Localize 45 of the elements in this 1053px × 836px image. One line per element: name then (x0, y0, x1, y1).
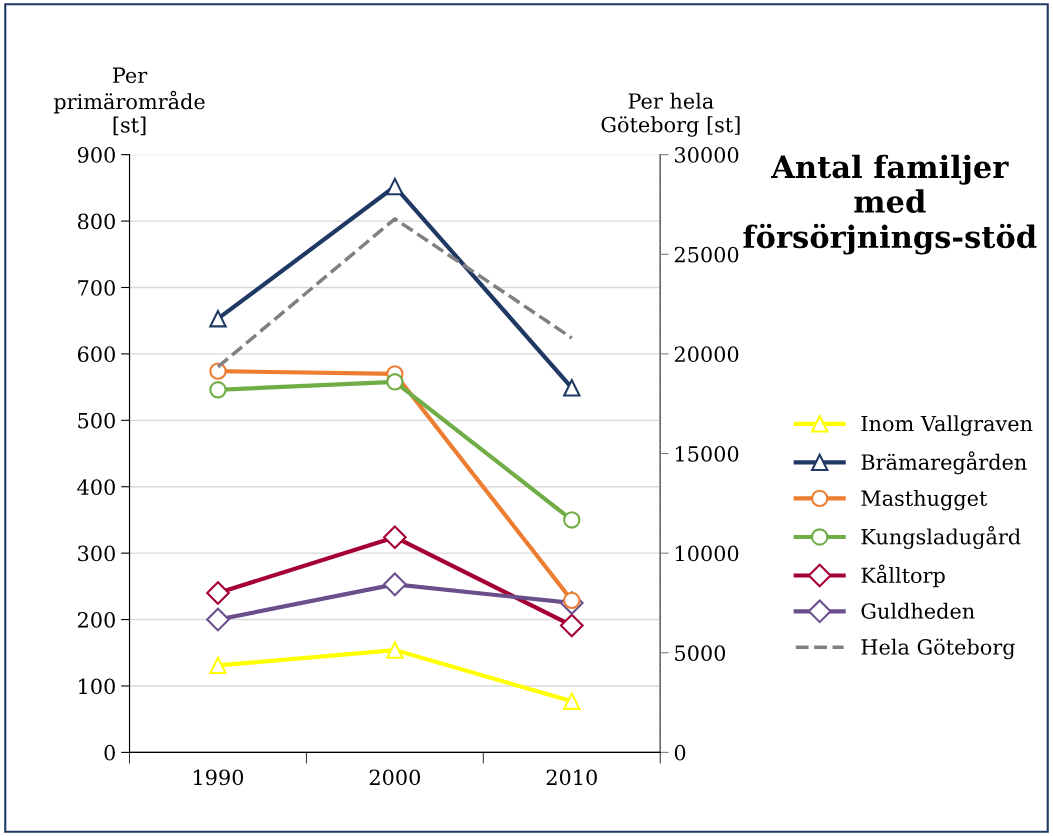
x-tick-label: 2000 (369, 769, 420, 786)
point (209, 310, 227, 328)
point (206, 581, 230, 605)
y-tick-label: 200 (77, 612, 115, 628)
point (383, 572, 407, 597)
point (563, 379, 581, 397)
point (209, 362, 227, 380)
y-tick-label: 400 (77, 479, 115, 495)
y-tick-label: 600 (77, 346, 115, 363)
y2-tick-label: 5000 (675, 645, 726, 661)
y2-tick-label: 10000 (675, 545, 739, 562)
y-axis-title: Per primärområde [st] (53, 67, 205, 136)
y-tick-label: 300 (78, 545, 115, 562)
y-tick-label: 700 (78, 279, 115, 296)
text: Antal familjer med försörjnings-stöd (743, 154, 1037, 255)
y2-tick-label: 0 (674, 744, 686, 761)
legend-label: Kungsladugård (861, 525, 1021, 549)
y-tick-label: 500 (78, 412, 115, 429)
point (209, 381, 227, 399)
legend-label: Guldheden (861, 602, 975, 619)
y-tick-label: 900 (77, 147, 115, 163)
y2-tick-label: 30000 (675, 147, 739, 163)
point (386, 177, 404, 196)
point (563, 692, 581, 710)
point (386, 641, 404, 659)
y2-tick-label: 25000 (674, 246, 739, 263)
point (563, 511, 581, 529)
legend-label: Brämaregården (861, 451, 1027, 475)
point (383, 525, 407, 550)
y-tick-label: 0 (104, 744, 115, 761)
y2-axis-title: Per hela Göteborg [st] (601, 92, 740, 137)
legend-label: Masthugget (861, 489, 988, 511)
y2-tick-label: 20000 (674, 346, 739, 363)
legend-label: Hela Göteborg (861, 638, 1015, 660)
legend-label: Kålltorp (861, 564, 945, 588)
y-tick-label: 800 (77, 213, 115, 230)
x-tick-label: 2010 (546, 769, 597, 786)
x-tick-label: 1990 (194, 769, 244, 786)
point (559, 613, 584, 638)
point (209, 656, 227, 675)
point (206, 607, 230, 632)
point (386, 373, 404, 391)
y2-tick-label: 15000 (675, 445, 739, 462)
legend-label: Inom Vallgraven (861, 415, 1033, 436)
y-tick-label: 100 (79, 678, 115, 695)
